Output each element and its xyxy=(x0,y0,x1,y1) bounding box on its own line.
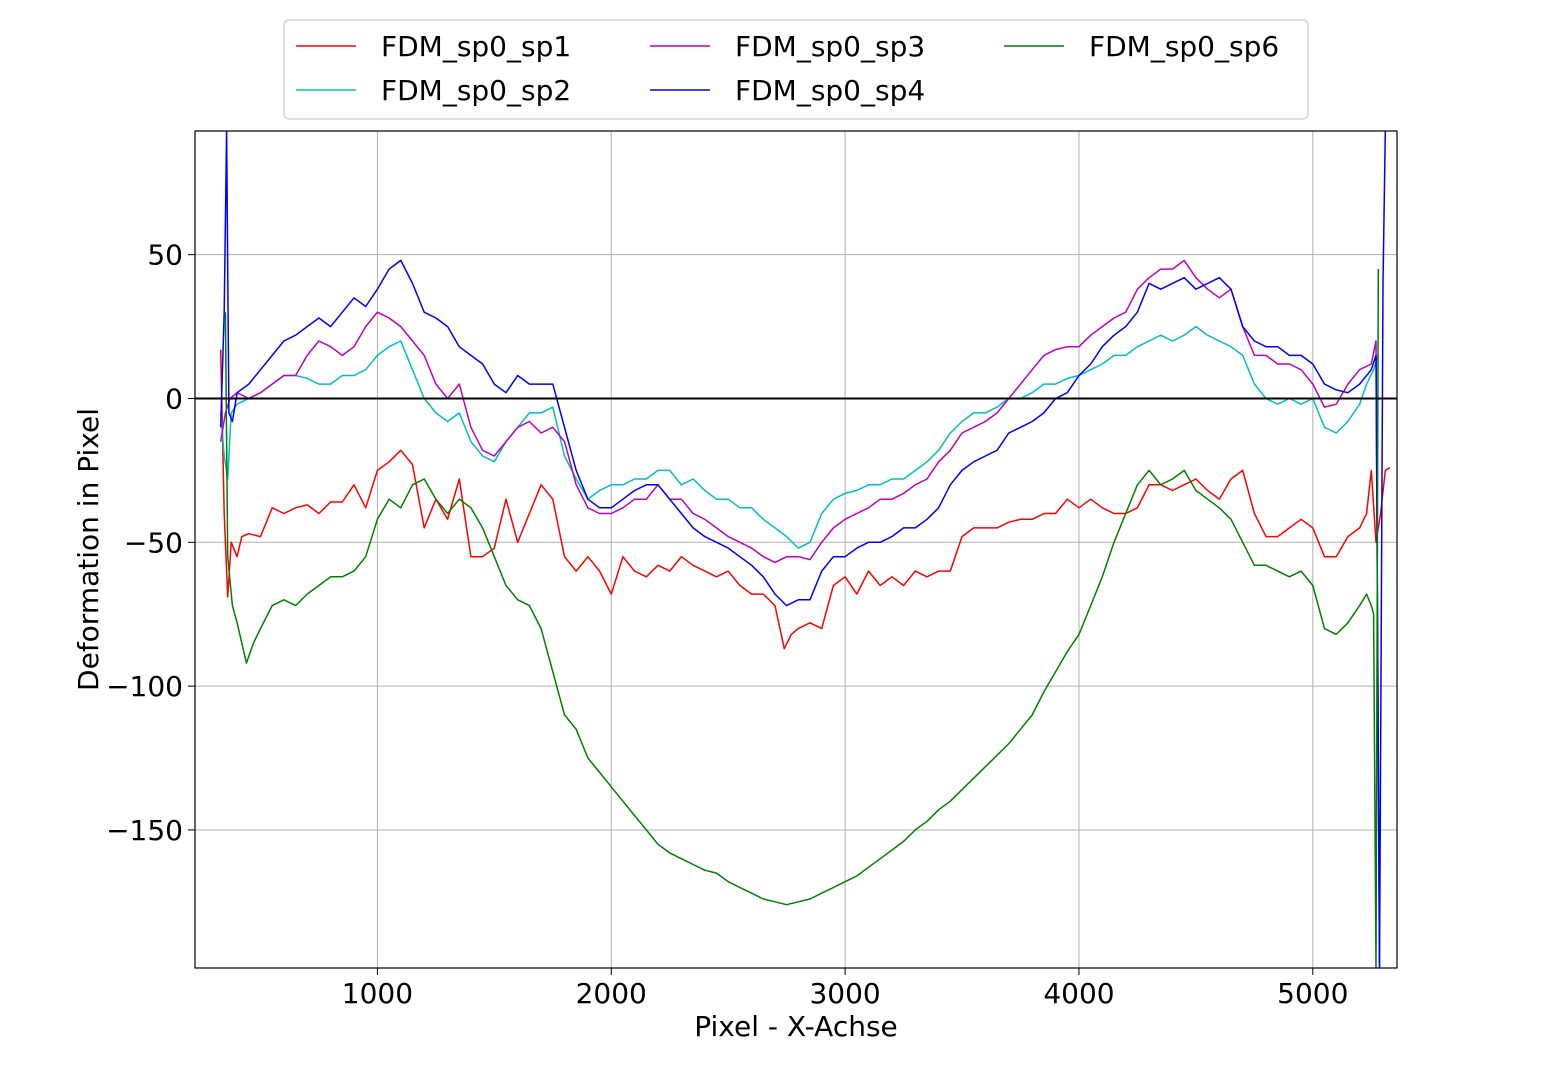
series-line-FDM_sp0_sp1 xyxy=(219,349,1391,650)
x-axis-label: Pixel - X-Achse xyxy=(694,1010,898,1043)
x-tick-label-2: 3000 xyxy=(809,977,880,1010)
legend-box xyxy=(283,19,1309,120)
y-tick-label-2: −50 xyxy=(124,526,183,559)
plot-frame xyxy=(194,130,1398,969)
x-axis-ticks: 1000 2000 3000 4000 5000 xyxy=(342,968,1348,1010)
y-axis-ticks: 50 0 −50 −100 −150 xyxy=(106,239,195,847)
grid-lines xyxy=(195,131,1397,968)
y-tick-label-0: 50 xyxy=(147,239,183,272)
series-line-FDM_sp0_sp2 xyxy=(219,325,1380,549)
legend: FDM_sp0_sp1 FDM_sp0_sp2 FDM_sp0_sp3 FDM_sp0… xyxy=(283,19,1309,120)
y-tick-label-4: −150 xyxy=(106,814,183,847)
legend-label-FDM_sp0_sp1: FDM_sp0_sp1 xyxy=(381,30,571,63)
y-axis-label: Deformation in Pixel xyxy=(72,408,105,691)
series-line-FDM_sp0_sp4 xyxy=(219,131,1387,968)
x-tick-label-0: 1000 xyxy=(342,977,413,1010)
legend-label-FDM_sp0_sp4: FDM_sp0_sp4 xyxy=(735,74,925,107)
series-layer xyxy=(219,131,1391,968)
legend-label-FDM_sp0_sp6: FDM_sp0_sp6 xyxy=(1089,30,1279,63)
x-tick-label-4: 5000 xyxy=(1277,977,1348,1010)
y-tick-label-3: −100 xyxy=(106,670,183,703)
series-line-FDM_sp0_sp3 xyxy=(219,259,1381,968)
legend-label-FDM_sp0_sp3: FDM_sp0_sp3 xyxy=(735,30,925,63)
x-tick-label-1: 2000 xyxy=(576,977,647,1010)
x-tick-label-3: 4000 xyxy=(1043,977,1114,1010)
series-line-FDM_sp0_sp6 xyxy=(224,269,1380,968)
y-tick-label-1: 0 xyxy=(165,382,183,415)
legend-label-FDM_sp0_sp2: FDM_sp0_sp2 xyxy=(381,74,571,107)
